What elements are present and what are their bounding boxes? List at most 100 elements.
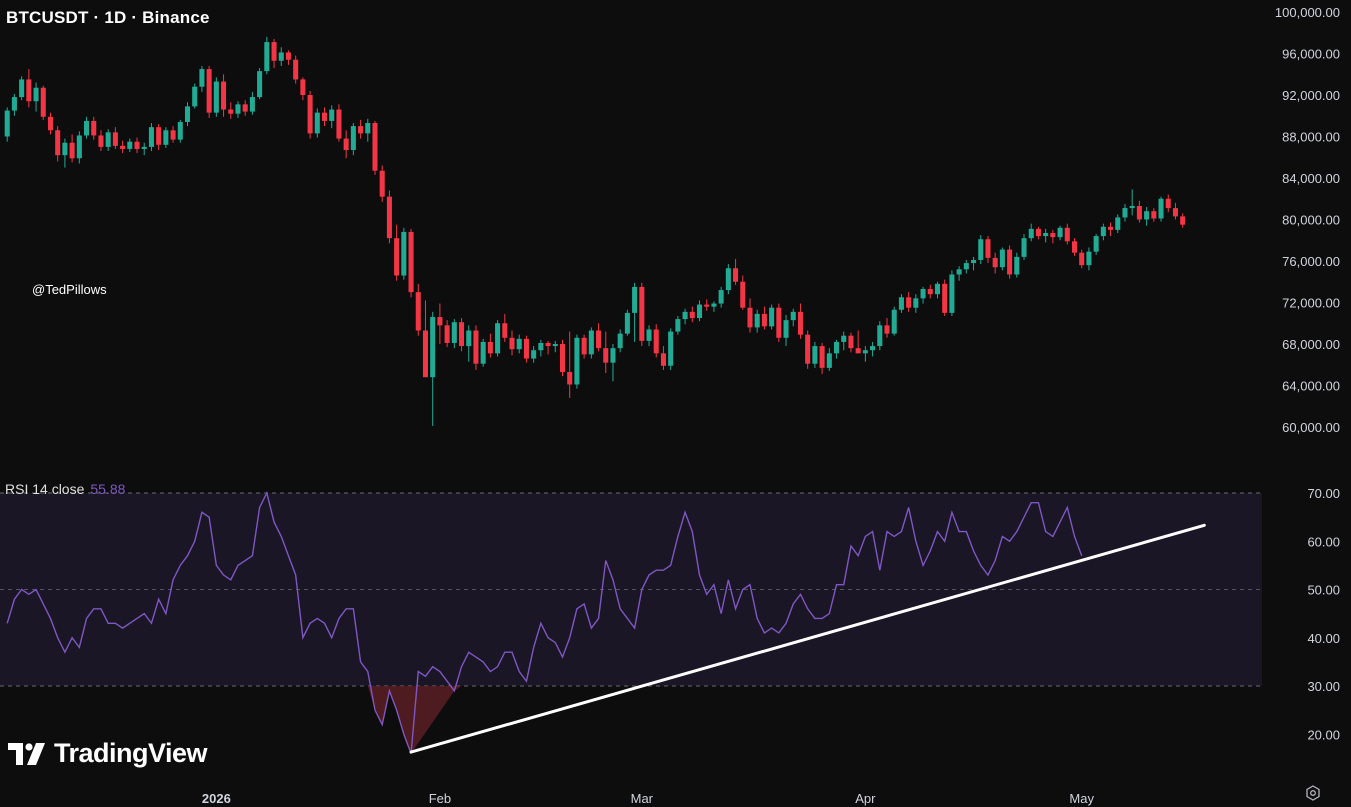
rsi-legend-value: 55.88	[90, 481, 126, 497]
tradingview-logo[interactable]: TradingView	[8, 738, 208, 769]
candle-body	[98, 135, 104, 147]
candle-body	[581, 337, 587, 355]
candle-body	[790, 311, 796, 321]
candle	[1129, 189, 1135, 216]
candle-body	[617, 333, 623, 349]
candle	[98, 130, 104, 152]
candle-body	[1021, 238, 1027, 257]
rsi-legend[interactable]: RSI 14 close 55.88	[5, 481, 125, 497]
price-tick-label: 68,000.00	[1282, 337, 1340, 352]
candle	[1028, 223, 1034, 242]
rsi-tick-label: 70.00	[1307, 486, 1340, 501]
candle-body	[430, 317, 436, 378]
candle	[567, 331, 573, 398]
candle-body	[841, 335, 847, 342]
candle	[69, 134, 75, 163]
candle	[1057, 225, 1063, 241]
candle	[1079, 249, 1085, 269]
time-tick-label: Feb	[429, 791, 451, 806]
candle	[812, 341, 818, 368]
candle-body	[459, 322, 465, 347]
candle	[120, 140, 126, 154]
candle	[819, 342, 825, 375]
candle-body	[1151, 211, 1157, 219]
candle	[985, 236, 991, 264]
candle-body	[495, 323, 501, 354]
candle-body	[1071, 241, 1078, 253]
candle-body	[127, 141, 133, 149]
price-tick-label: 100,000.00	[1275, 5, 1340, 20]
candle	[870, 341, 876, 357]
candle-body	[242, 104, 248, 112]
candle	[761, 306, 767, 330]
tradingview-logo-icon	[8, 742, 45, 765]
rsi-trendline[interactable]	[409, 523, 1206, 754]
candle-body	[148, 127, 154, 147]
candle	[148, 123, 154, 152]
candle	[668, 328, 674, 370]
candle	[473, 325, 479, 370]
gear-icon[interactable]	[1305, 785, 1321, 801]
candle	[480, 338, 486, 367]
candle-body	[668, 331, 674, 366]
candle-body	[1057, 227, 1063, 238]
candle-body	[588, 330, 594, 355]
candle-body	[91, 120, 97, 136]
candle-body	[1014, 256, 1020, 275]
candle-body	[769, 307, 775, 327]
candle-body	[675, 319, 681, 332]
candle	[76, 131, 82, 164]
candle-body	[1064, 227, 1070, 242]
candle-body	[812, 346, 818, 364]
time-tick-label: May	[1069, 791, 1094, 806]
candle-body	[473, 330, 479, 364]
rsi-tick-label: 40.00	[1307, 631, 1340, 646]
rsi-tick-label: 30.00	[1307, 679, 1340, 694]
candle-body	[1079, 252, 1085, 266]
candle	[19, 76, 25, 101]
candle-body	[401, 231, 407, 276]
candle-body	[733, 268, 739, 282]
candle-body	[47, 116, 54, 131]
candle	[271, 38, 277, 69]
candle-body	[336, 109, 342, 139]
candle-body	[848, 335, 854, 349]
candle-body	[343, 138, 349, 150]
candle-body	[819, 346, 825, 368]
candle-body	[610, 348, 616, 363]
candle	[538, 339, 544, 357]
candle-body	[1165, 198, 1171, 209]
candle	[1136, 200, 1142, 223]
candle	[862, 346, 868, 362]
candle-body	[552, 344, 558, 347]
candle-body	[761, 313, 767, 327]
candle	[437, 303, 443, 344]
candle-body	[350, 126, 356, 150]
price-tick-label: 60,000.00	[1282, 420, 1340, 435]
candle	[660, 346, 666, 370]
candle-body	[870, 346, 876, 351]
candle	[725, 264, 731, 295]
candle	[47, 112, 54, 135]
candle	[1158, 196, 1164, 222]
time-tick-label: Apr	[855, 791, 876, 806]
candle-body	[221, 81, 227, 110]
candle	[1043, 228, 1049, 243]
candle-body	[725, 268, 731, 291]
candle	[300, 77, 306, 101]
candle-body	[19, 79, 25, 98]
candle-body	[293, 59, 299, 80]
candle	[314, 108, 320, 138]
candle	[91, 116, 97, 140]
candle-body	[1086, 251, 1092, 266]
candle-body	[797, 311, 803, 335]
candle	[1172, 202, 1178, 220]
candle-body	[754, 313, 760, 328]
candle	[451, 319, 457, 349]
candle	[934, 281, 941, 299]
candle	[826, 348, 832, 371]
candle-body	[264, 42, 270, 72]
candle	[1071, 238, 1078, 256]
candle	[776, 303, 782, 342]
candle	[617, 329, 623, 353]
